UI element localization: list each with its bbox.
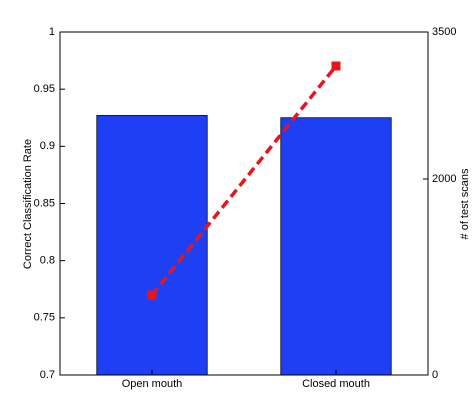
x-tick-label: Open mouth [122,378,183,390]
y2-tick-label: 3500 [432,26,456,38]
y-tick-label: 0.75 [34,312,55,324]
x-tick-label: Closed mouth [302,378,370,390]
y2-axis-label: # of test scans [459,168,471,239]
y-tick-label: 0.8 [40,255,55,267]
y-tick-label: 0.85 [34,197,55,209]
marker [331,61,341,71]
bar [96,115,208,376]
y2-tick-label: 0 [432,369,438,381]
y-tick-label: 1 [49,26,55,38]
y-tick-label: 0.9 [40,140,55,152]
y-tick-label: 0.7 [40,369,55,381]
marker [147,290,157,300]
y2-tick-label: 2000 [432,173,456,185]
y-axis-label: Correct Classification Rate [22,139,34,269]
line [150,64,338,297]
y-tick-label: 0.95 [34,83,55,95]
bar [280,117,392,376]
